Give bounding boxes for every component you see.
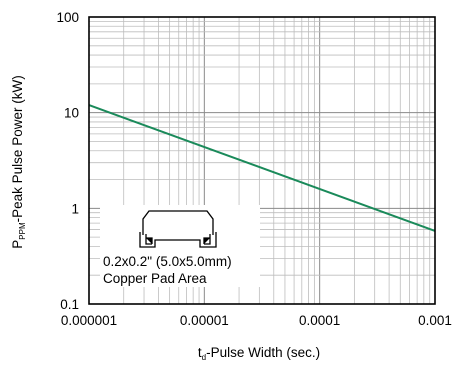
series-line-0 bbox=[88, 104, 436, 232]
y-tick-labels: 0.1 1 10 100 bbox=[56, 10, 79, 312]
x-tick-labels: 0.000001 0.00001 0.0001 0.001 bbox=[61, 313, 452, 328]
grid bbox=[88, 17, 435, 305]
inset-text-line1: 0.2x0.2" (5.0x5.0mm) bbox=[103, 254, 232, 269]
plot-frame bbox=[88, 16, 436, 305]
pad-area-inset: 0.2x0.2" (5.0x5.0mm) Copper Pad Area bbox=[100, 205, 260, 287]
x-tick-label: 0.00001 bbox=[180, 313, 229, 328]
y-axis-label: PPPM-Peak Pulse Power (kW) bbox=[10, 75, 27, 248]
package-icon bbox=[139, 210, 217, 248]
y-tick-label: 1 bbox=[71, 201, 79, 216]
y-tick-label: 10 bbox=[64, 106, 79, 121]
x-tick-label: 0.001 bbox=[418, 313, 452, 328]
x-tick-label: 0.000001 bbox=[61, 313, 117, 328]
inset-text-line2: Copper Pad Area bbox=[103, 271, 207, 286]
x-axis-label: td-Pulse Width (sec.) bbox=[198, 345, 320, 362]
x-tick-label: 0.0001 bbox=[299, 313, 340, 328]
y-tick-label: 100 bbox=[56, 10, 79, 25]
y-tick-label: 0.1 bbox=[60, 297, 79, 312]
series-layer bbox=[88, 104, 436, 232]
inset-background bbox=[100, 205, 260, 287]
